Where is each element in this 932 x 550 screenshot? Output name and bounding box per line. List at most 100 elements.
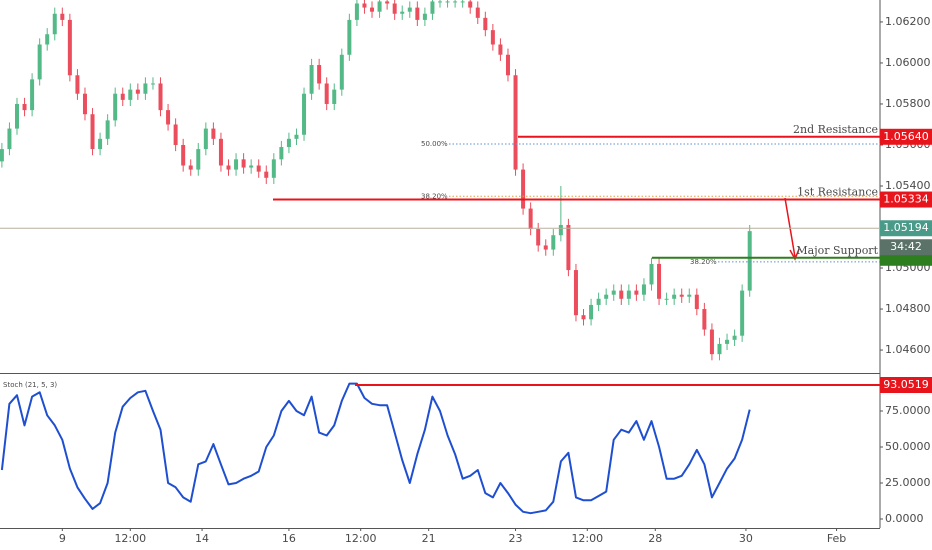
y-tick-label: 1.06000 (885, 56, 931, 69)
candle-body (113, 93, 118, 121)
stoch-pane (0, 382, 751, 515)
candle-body (619, 290, 624, 299)
candle-body (536, 229, 541, 246)
candle-body (581, 315, 586, 320)
candle-body (468, 1, 473, 8)
x-tick-label: 28 (648, 532, 662, 545)
level-price-label: 1.05334 (883, 193, 929, 206)
x-tick-label: 14 (195, 532, 209, 545)
candles (0, 0, 752, 361)
candle-body (573, 270, 578, 316)
y-tick-label: 1.05400 (885, 179, 931, 192)
candle-body (22, 103, 27, 111)
candle-body (294, 134, 299, 139)
candle-body (302, 93, 307, 135)
candle-body (641, 284, 646, 295)
candle-body (203, 128, 208, 150)
candle-body (528, 208, 533, 230)
candle-body (37, 44, 42, 80)
x-tick-label: 12:00 (345, 532, 377, 545)
y-tick-label: 1.06200 (885, 15, 931, 28)
candle-body (135, 89, 140, 94)
countdown-box (880, 239, 932, 256)
arrow (784, 197, 796, 258)
fib-label: 38.20% (421, 192, 448, 200)
candle-body (377, 1, 382, 12)
x-tick-label: 9 (59, 532, 66, 545)
candle-body (52, 13, 57, 35)
candle-body (14, 103, 19, 129)
candle-body (45, 34, 50, 45)
y2-tick-label: 50.0000 (885, 440, 931, 453)
candle-body (694, 294, 699, 310)
candle-body (566, 224, 571, 271)
candle-body (490, 30, 495, 45)
candle-body (634, 290, 639, 295)
candle-body (717, 343, 722, 355)
candle-body (271, 159, 276, 178)
candle-body (211, 128, 216, 139)
level-name: 2nd Resistance (793, 123, 878, 136)
candle-body (445, 1, 450, 3)
last-price-label-box (880, 220, 932, 237)
candle-body (732, 335, 737, 340)
candle-body (505, 54, 510, 76)
candle-body (604, 294, 609, 299)
y2-tick-label: 0.0000 (885, 512, 924, 525)
candle-body (664, 298, 669, 300)
arrow-head (789, 248, 800, 261)
candle-body (234, 159, 239, 170)
candle-body (120, 93, 125, 100)
candle-body (626, 290, 631, 299)
candle-body (150, 83, 155, 85)
x-tick-label: 16 (282, 532, 296, 545)
candle-body (67, 19, 72, 76)
candle-body (679, 294, 684, 297)
candle-body (256, 165, 261, 172)
candle-body (551, 235, 556, 250)
candle-body (60, 13, 65, 20)
candle-body (672, 294, 677, 299)
x-tick-label: 21 (422, 532, 436, 545)
stoch-level-label: 93.0519 (883, 378, 929, 391)
candle-body (422, 13, 427, 20)
candle-body (687, 294, 692, 297)
candle-body (249, 165, 254, 168)
candle-body (0, 149, 4, 162)
last-price-label: 1.05194 (883, 221, 929, 234)
candle-body (347, 19, 352, 55)
candle-body (513, 75, 518, 170)
candle-body (339, 54, 344, 90)
candle-body (173, 124, 178, 145)
level-name: 1st Resistance (797, 186, 878, 199)
candle-body (407, 7, 412, 12)
candle-body (166, 110, 171, 125)
candle-body (105, 120, 110, 139)
candle-body (657, 263, 662, 299)
candle-body (460, 1, 465, 3)
candle-body (317, 65, 322, 84)
x-tick-label: 23 (509, 532, 523, 545)
candle-body (453, 1, 458, 3)
candle-body (589, 304, 594, 320)
fib-label: 50.00% (421, 140, 448, 148)
candle-body (400, 11, 405, 14)
candle-body (709, 329, 714, 355)
candle-body (740, 290, 745, 336)
candle-body (558, 224, 563, 236)
candle-body (98, 138, 103, 150)
candle-body (543, 245, 548, 250)
candle-body (370, 7, 375, 12)
candle-body (332, 89, 337, 104)
candle-body (475, 7, 480, 18)
candle-body (82, 93, 87, 115)
candle-body (354, 3, 359, 20)
candle-body (725, 339, 730, 344)
candle-body (430, 1, 435, 14)
candle-body (75, 75, 80, 94)
level-price-label-box (880, 128, 932, 145)
x-tick-label: Feb (827, 532, 846, 545)
candle-body (7, 128, 12, 150)
candle-body (241, 159, 246, 168)
